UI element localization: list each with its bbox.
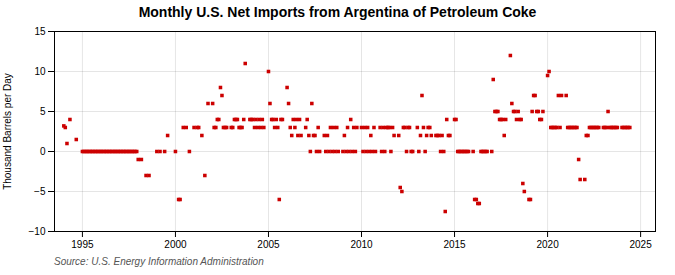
svg-text:2010: 2010 bbox=[350, 239, 373, 250]
svg-text:2015: 2015 bbox=[443, 239, 466, 250]
svg-text:−5: −5 bbox=[34, 186, 46, 197]
svg-text:2020: 2020 bbox=[536, 239, 559, 250]
svg-text:5: 5 bbox=[40, 106, 46, 117]
svg-text:1995: 1995 bbox=[71, 239, 94, 250]
svg-text:2025: 2025 bbox=[629, 239, 652, 250]
html-text:Source: U.S. Energy Informatio: Source: U.S. Energy Information Administ… bbox=[54, 256, 264, 267]
svg-text:2000: 2000 bbox=[164, 239, 187, 250]
svg-text:0: 0 bbox=[40, 146, 46, 157]
svg-text:Thousand Barrels per Day: Thousand Barrels per Day bbox=[2, 73, 13, 190]
svg-text:2005: 2005 bbox=[257, 239, 280, 250]
svg-text:−10: −10 bbox=[29, 226, 46, 237]
html-text:Monthly U.S. Net Imports from: Monthly U.S. Net Imports from Argentina … bbox=[138, 4, 537, 20]
svg-text:15: 15 bbox=[34, 26, 46, 37]
svg-text:10: 10 bbox=[34, 66, 46, 77]
